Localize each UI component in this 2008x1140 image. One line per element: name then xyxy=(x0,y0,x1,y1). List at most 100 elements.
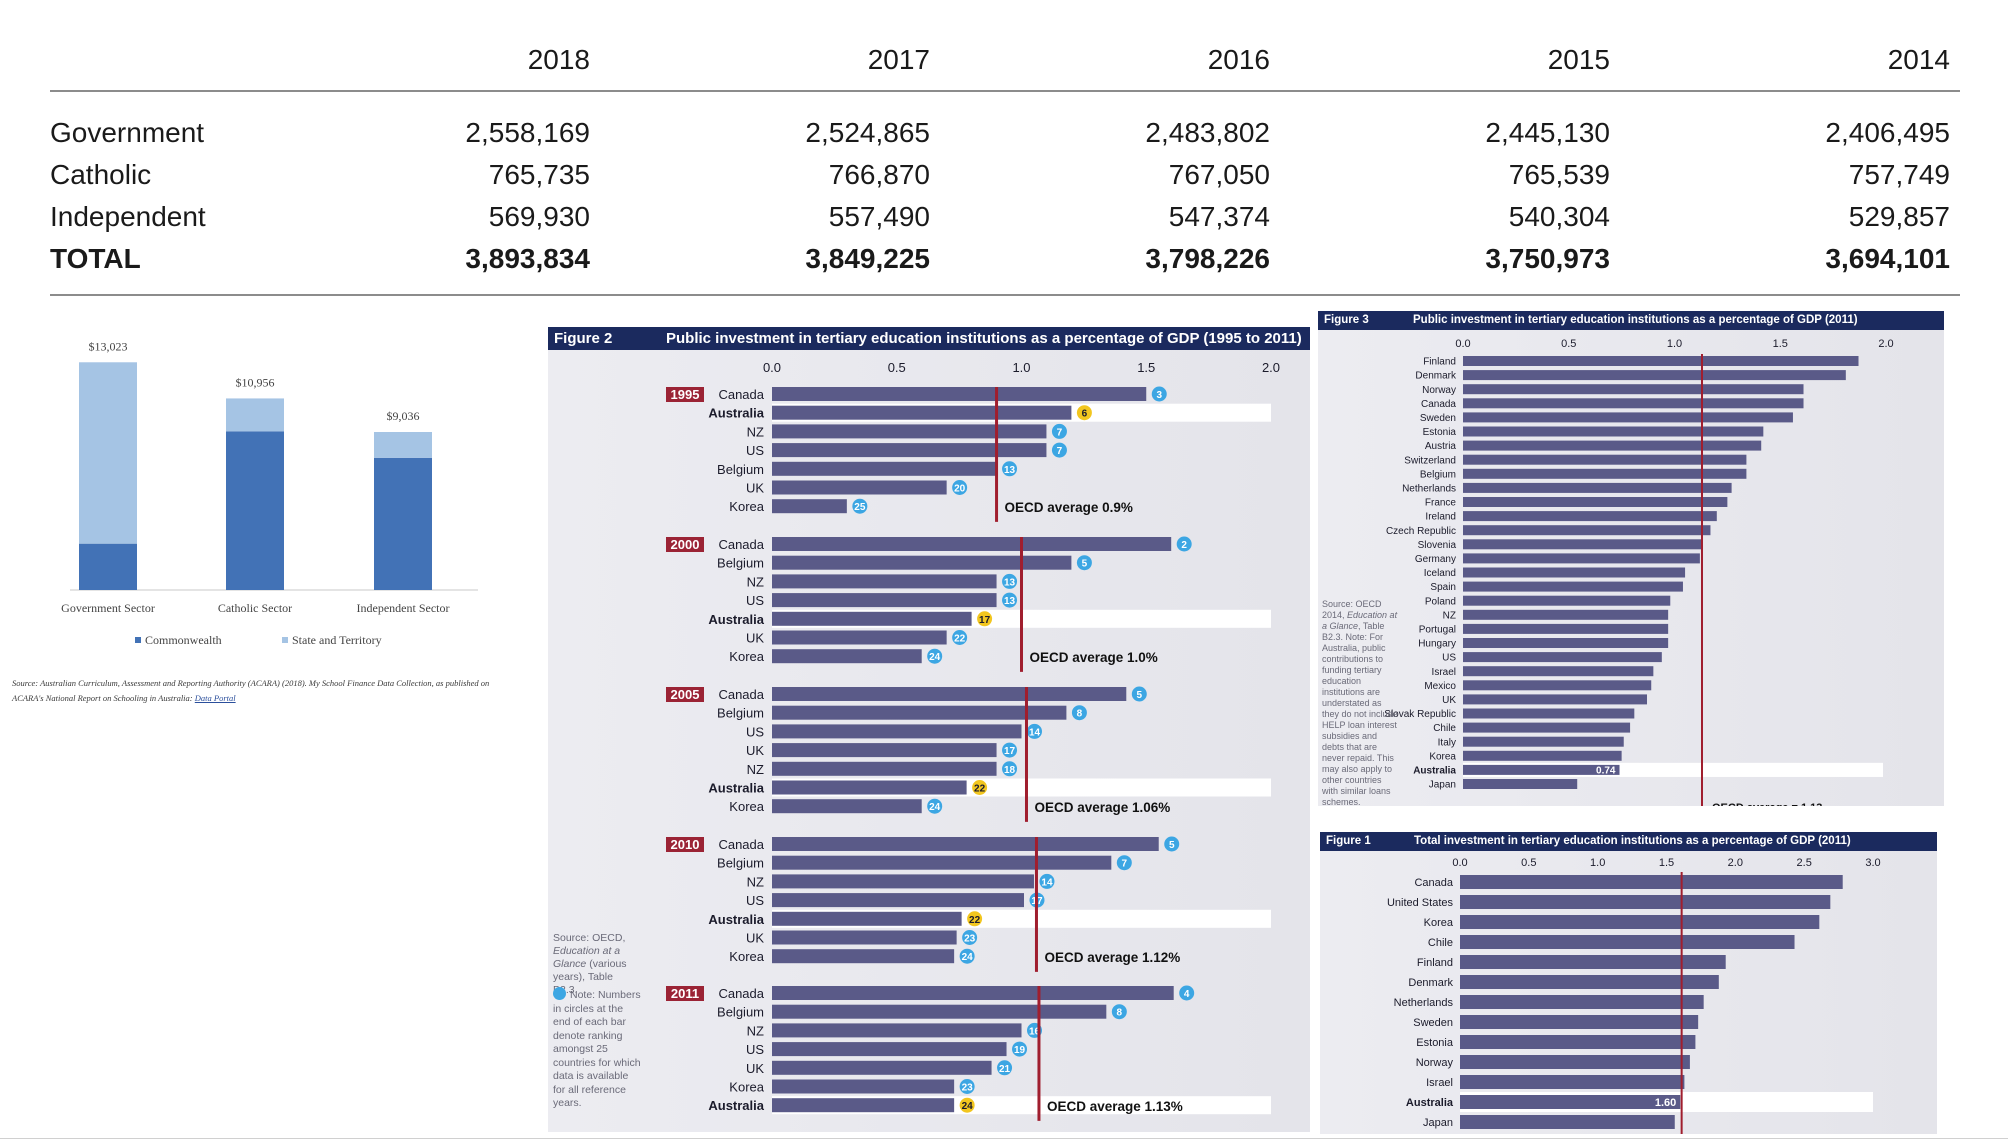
bar xyxy=(1463,511,1717,522)
oecd-average-label: OECD average 0.9% xyxy=(1005,500,1133,515)
figure-1-header: Figure 1 Total investment in tertiary ed… xyxy=(1320,832,1937,851)
country-label: Australia xyxy=(708,406,764,421)
rank-label: 2 xyxy=(1181,540,1187,551)
bar xyxy=(772,1098,955,1113)
country-label: Korea xyxy=(729,1080,764,1095)
country-label: Estonia xyxy=(1416,1037,1454,1049)
x-tick-label: 0.5 xyxy=(1521,857,1536,869)
oecd-average-label: OECD average 1.0% xyxy=(1030,650,1158,665)
commonwealth-bar xyxy=(226,431,284,590)
bar xyxy=(772,611,972,626)
rank-circle xyxy=(927,648,943,664)
bar xyxy=(1463,497,1728,507)
rank-circle xyxy=(927,798,943,814)
table-cell: 547,374 xyxy=(1168,201,1270,232)
bar xyxy=(772,743,997,758)
bar xyxy=(1463,750,1622,761)
figure-3-source-italic: Education at a Glance xyxy=(1322,610,1398,631)
state-territory-bar xyxy=(374,431,432,458)
figure-2-source-italic: Education at a Glance xyxy=(553,945,621,970)
bar xyxy=(1463,595,1671,606)
year-tag-label: 2005 xyxy=(671,687,700,702)
state-territory-bar xyxy=(79,362,137,544)
rank-label: 14 xyxy=(1029,727,1041,738)
bar xyxy=(1463,567,1686,578)
bar xyxy=(772,874,1034,889)
bottom-divider xyxy=(0,1138,2008,1139)
legend-commonwealth-swatch xyxy=(135,637,141,643)
figure-2-source-text: Source: OECD, xyxy=(553,932,626,944)
rank-circle xyxy=(1012,1041,1028,1057)
bar xyxy=(1460,1115,1675,1129)
x-tick-label: 3.0 xyxy=(1865,857,1880,869)
rank-label: 23 xyxy=(964,934,976,945)
country-label: NZ xyxy=(747,762,764,777)
country-label: Canada xyxy=(718,387,764,402)
country-label: Belgium xyxy=(717,706,764,721)
table-cell: 2,524,865 xyxy=(805,117,930,148)
rank-circle xyxy=(1002,461,1018,477)
rank-circle xyxy=(1071,705,1087,721)
figure-3-title: Public investment in tertiary education … xyxy=(1413,314,1858,326)
funding-source-text: Source: Australian Curriculum, Assessmen… xyxy=(12,678,490,703)
bar xyxy=(772,893,1024,908)
bar xyxy=(1463,539,1702,550)
bar xyxy=(772,1060,992,1075)
bar xyxy=(1463,468,1747,479)
rank-label: 24 xyxy=(929,652,941,663)
country-label: Australia xyxy=(1413,766,1456,777)
rank-label: 24 xyxy=(929,802,941,813)
country-label: Belgium xyxy=(717,462,764,477)
country-label: Sweden xyxy=(1420,413,1456,424)
table-row: Independent 569,930 557,490 547,374 540,… xyxy=(50,196,1960,238)
country-label: Czech Republic xyxy=(1386,526,1456,537)
rank-label: 23 xyxy=(962,1083,974,1094)
country-label: Canada xyxy=(718,687,764,702)
country-label: UK xyxy=(746,931,764,946)
x-tick-label: 0.5 xyxy=(888,360,906,375)
bar xyxy=(1460,875,1843,889)
bar xyxy=(772,761,997,776)
rank-circle xyxy=(1051,442,1067,458)
bar xyxy=(772,1042,1007,1057)
table-cell: 3,849,225 xyxy=(805,243,930,274)
year-tag-label: 2011 xyxy=(671,986,699,1001)
bar xyxy=(1463,482,1732,493)
bar xyxy=(1460,1075,1685,1089)
year-header: 2014 xyxy=(1887,44,1950,75)
funding-category-label: Government Sector xyxy=(61,601,155,615)
table-cell: 765,539 xyxy=(1508,159,1610,190)
figure-3-label: Figure 3 xyxy=(1324,314,1369,326)
year-header: 2018 xyxy=(527,44,590,75)
year-tag-label: 2000 xyxy=(671,537,700,552)
country-label: Sweden xyxy=(1413,1017,1453,1029)
rank-circle xyxy=(1176,536,1192,552)
bar xyxy=(1460,1095,1681,1109)
bar xyxy=(772,911,962,926)
oecd-average-label: OECD average = 1.13 xyxy=(1712,802,1822,806)
country-label: Belgium xyxy=(717,856,764,871)
country-label: Norway xyxy=(1416,1057,1454,1069)
bar xyxy=(1460,1035,1696,1049)
table-cell: 557,490 xyxy=(828,201,930,232)
figure-1-label: Figure 1 xyxy=(1326,835,1371,847)
figure-2-title: Public investment in tertiary education … xyxy=(666,330,1302,347)
table-cell: 757,749 xyxy=(1848,159,1950,190)
bar xyxy=(1463,356,1859,366)
x-tick-label: 0.5 xyxy=(1561,338,1576,350)
rank-label: 21 xyxy=(999,1064,1011,1075)
country-label: Canada xyxy=(718,986,764,1001)
figure-1-chart: 0.0 0.5 1.0 1.5 2.0 2.5 3.0 Canada United States… xyxy=(1387,857,1881,1134)
rank-circle xyxy=(952,480,968,495)
table-cell: 767,050 xyxy=(1168,159,1270,190)
funding-chart: $13,023 Government Sector $10,956 Catholic … xyxy=(0,315,500,715)
table-cell: 765,735 xyxy=(488,159,590,190)
country-label: Korea xyxy=(1424,917,1454,929)
rank-label: 14 xyxy=(1041,877,1053,888)
data-portal-link[interactable]: Data Portal xyxy=(194,693,236,703)
country-label: Chile xyxy=(1428,937,1453,949)
country-label: UK xyxy=(1442,695,1456,706)
country-label: Austria xyxy=(1425,441,1457,452)
figure-2-source: Source: OECD, Education at a Glance (var… xyxy=(553,932,633,997)
bar xyxy=(1463,412,1793,423)
